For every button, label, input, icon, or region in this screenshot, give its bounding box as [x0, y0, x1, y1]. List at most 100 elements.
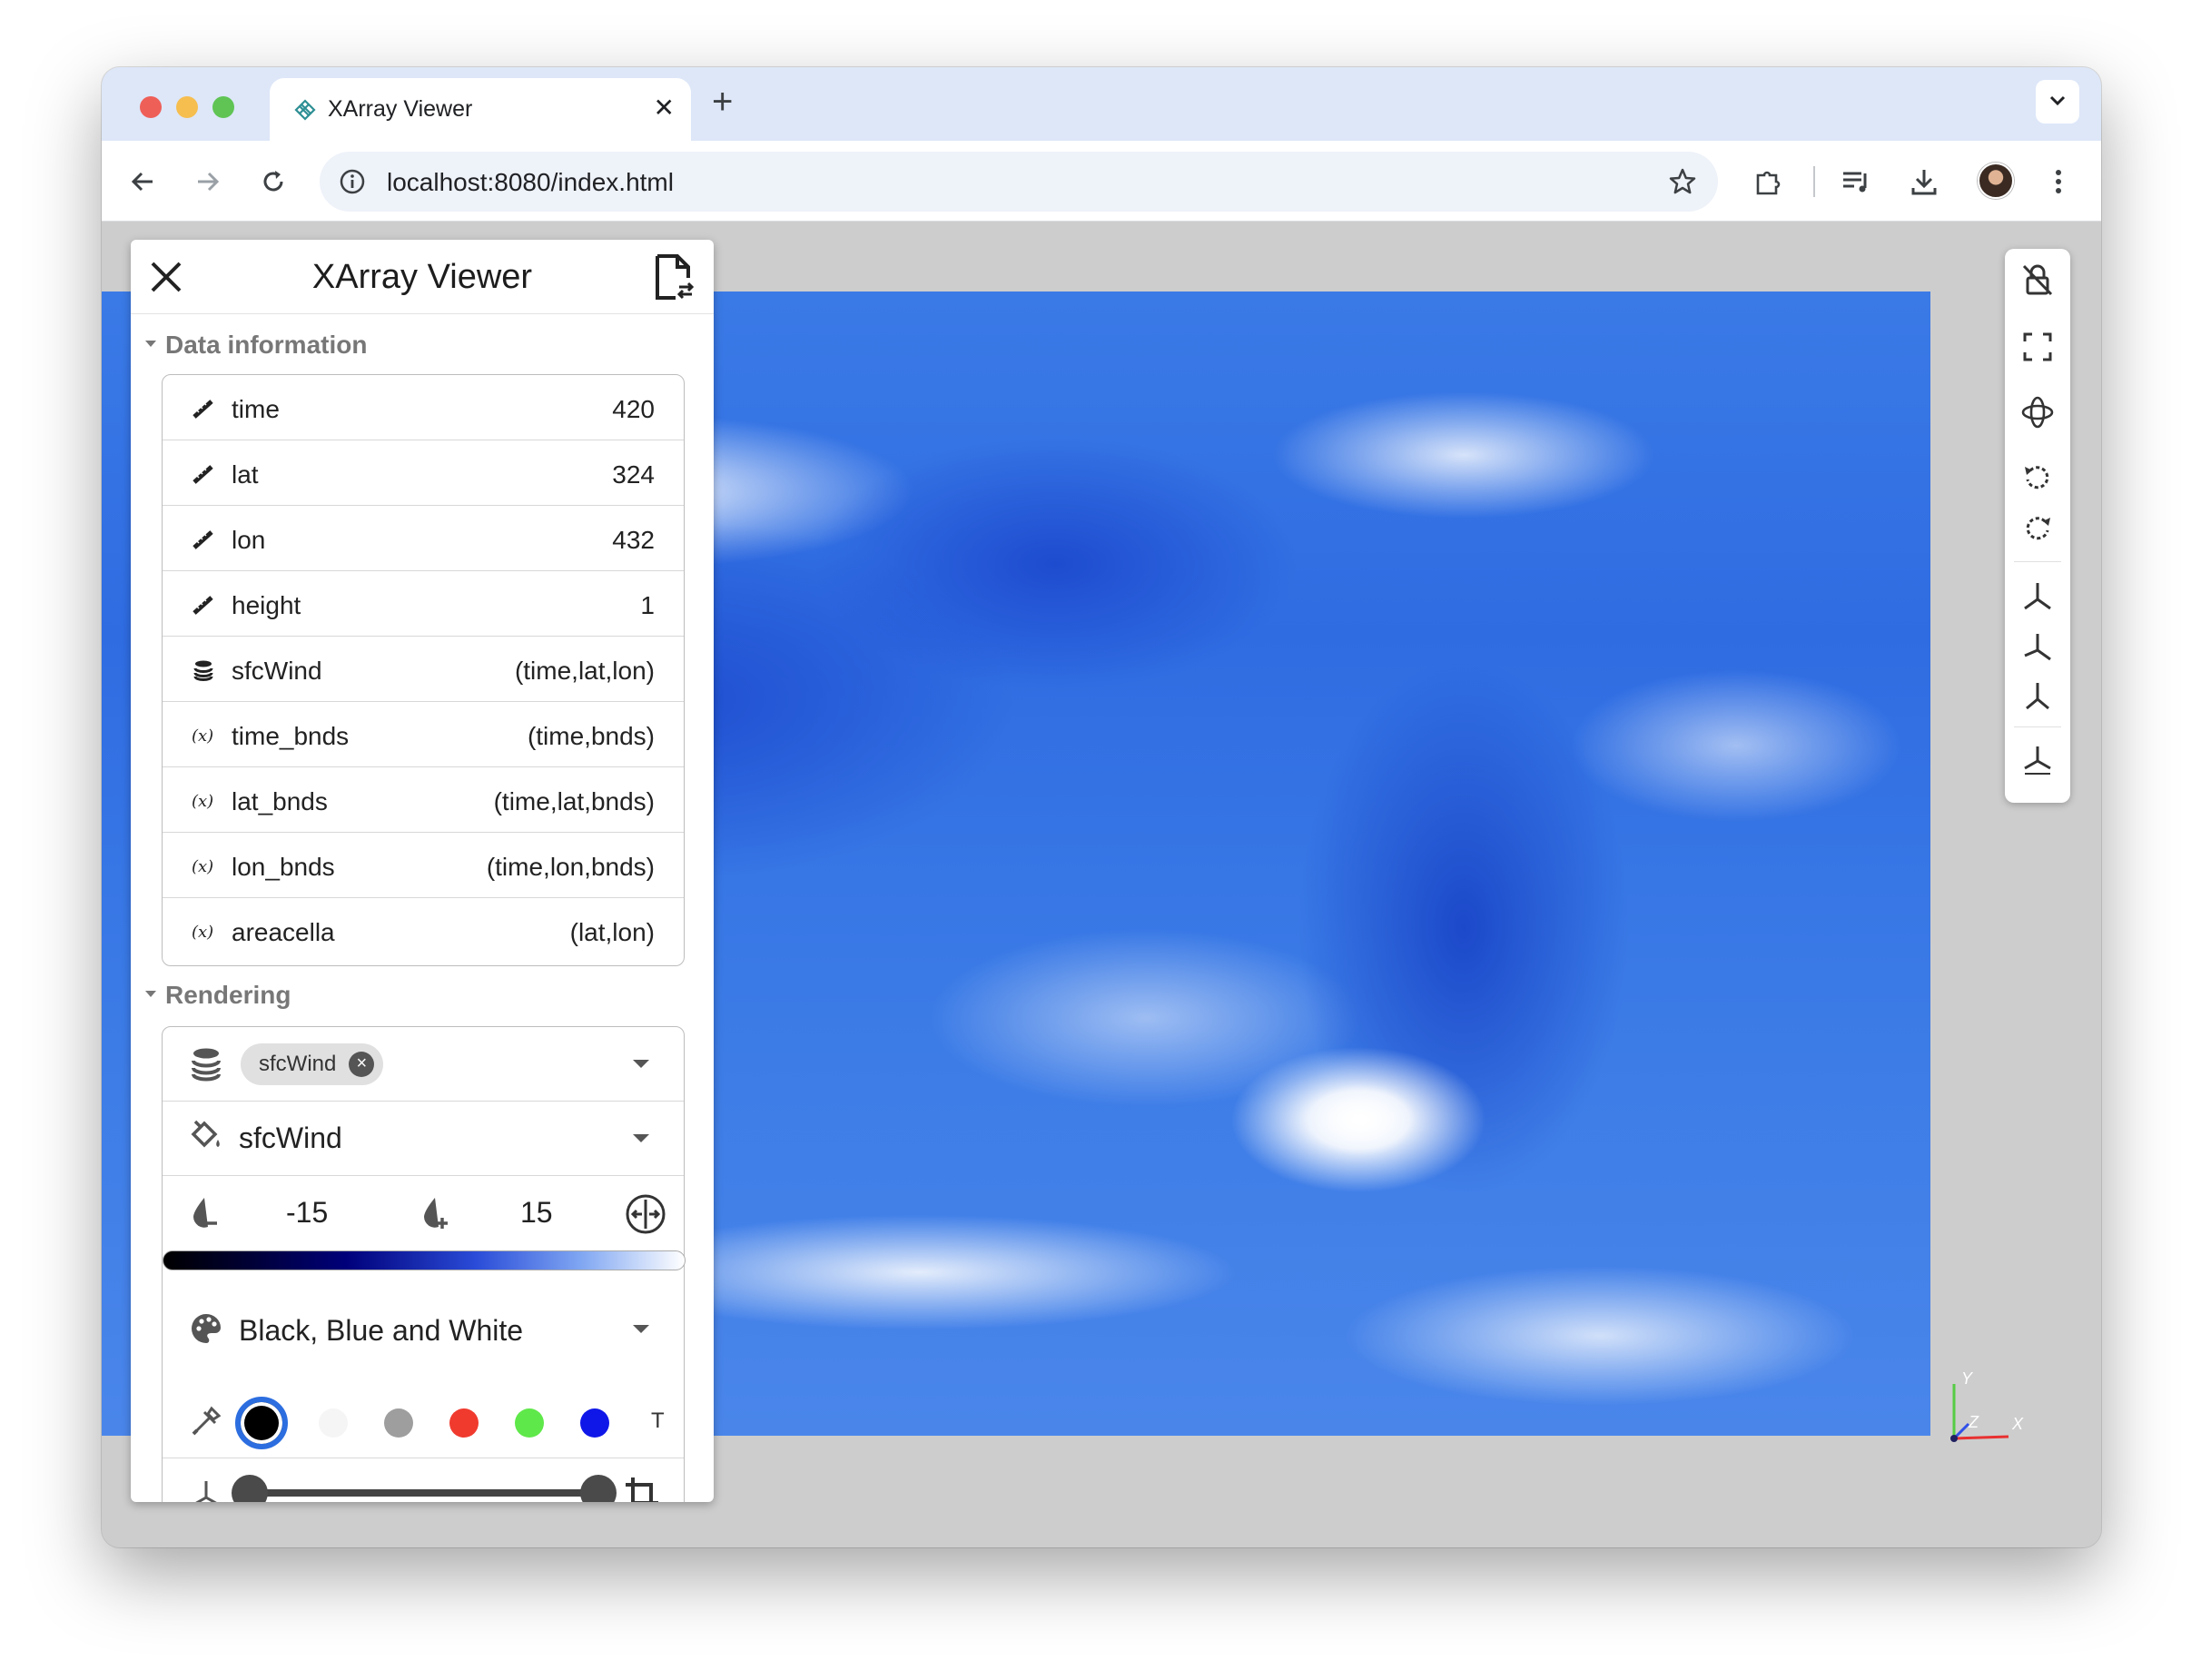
- row-value: 432: [612, 526, 655, 554]
- row-name: time_bnds: [232, 722, 350, 750]
- fullscreen-icon[interactable]: [2019, 329, 2056, 365]
- chevron-down-icon: [2049, 95, 2066, 106]
- file-swap-icon[interactable]: [652, 252, 696, 301]
- row-value: 1: [640, 591, 655, 619]
- rendering-label: Rendering: [165, 981, 291, 1009]
- slice-min-handle[interactable]: [232, 1475, 268, 1502]
- crop-icon[interactable]: [624, 1476, 660, 1502]
- ruler-icon: [192, 465, 213, 484]
- drop-minus-icon[interactable]: [188, 1194, 224, 1230]
- rotate-left-icon[interactable]: [2019, 460, 2056, 496]
- swatch-white[interactable]: [319, 1408, 348, 1438]
- colormap-preview-bar: [163, 1250, 686, 1270]
- range-max-value[interactable]: 15: [520, 1196, 553, 1229]
- dropdown-arrow-icon[interactable]: [633, 1325, 649, 1333]
- transparent-swatch-label[interactable]: T: [651, 1408, 665, 1433]
- data-info-list: time 420 lat 324 lon 432 height 1: [162, 374, 685, 966]
- panel-header: XArray Viewer: [131, 240, 714, 314]
- reload-icon[interactable]: [258, 166, 289, 197]
- color-range-row: -15 15: [163, 1176, 684, 1250]
- media-queue-icon[interactable]: [1838, 164, 1872, 199]
- ruler-icon: [192, 530, 213, 549]
- list-item: (x) areacella (lat,lon): [163, 898, 684, 964]
- row-value: (time,lat,bnds): [493, 787, 655, 815]
- slice-max-handle[interactable]: [580, 1475, 617, 1502]
- xarray-control-panel: XArray Viewer Data information time 420 …: [131, 240, 714, 1502]
- rotate-right-icon[interactable]: [2019, 510, 2056, 547]
- axis-y-label: Y: [1961, 1369, 1974, 1388]
- row-name: lon_bnds: [232, 853, 335, 881]
- bookmark-star-icon[interactable]: [1667, 166, 1698, 197]
- browser-toolbar: localhost:8080/index.html: [102, 141, 2101, 222]
- address-bar[interactable]: localhost:8080/index.html: [320, 152, 1718, 212]
- tab-strip: XArray Viewer ✕ +: [102, 67, 2101, 141]
- svg-text:(x): (x): [192, 726, 213, 746]
- view-x-axis-icon[interactable]: [2019, 578, 2056, 614]
- rendering-section-title[interactable]: Rendering: [145, 981, 291, 1010]
- url-text[interactable]: localhost:8080/index.html: [387, 168, 674, 196]
- site-info-icon[interactable]: [338, 167, 367, 196]
- dropdown-arrow-icon[interactable]: [633, 1134, 649, 1142]
- variable-icon: (x): [192, 792, 213, 811]
- view-reset-axes-icon[interactable]: [2019, 741, 2056, 777]
- swatch-gray[interactable]: [384, 1408, 413, 1438]
- swatch-red[interactable]: [449, 1408, 479, 1438]
- rotate-3d-icon[interactable]: [2019, 394, 2056, 430]
- row-value: 420: [612, 395, 655, 423]
- row-name: lat_bnds: [232, 787, 328, 815]
- drop-plus-icon[interactable]: [419, 1194, 455, 1230]
- reset-range-icon[interactable]: [624, 1192, 667, 1236]
- new-tab-button[interactable]: +: [712, 82, 734, 122]
- palette-icon: [192, 1314, 221, 1343]
- slice-range-track[interactable]: [250, 1489, 598, 1497]
- back-arrow-icon[interactable]: [127, 166, 158, 197]
- row-value: (lat,lon): [569, 918, 655, 946]
- view-z-axis-icon[interactable]: [2019, 677, 2056, 714]
- view-y-axis-icon[interactable]: [2019, 628, 2056, 665]
- tab-close-button[interactable]: ✕: [653, 94, 675, 122]
- swatch-green[interactable]: [515, 1408, 544, 1438]
- row-name: time: [232, 395, 280, 423]
- ruler-icon: [192, 596, 213, 615]
- view-toolbar: [2005, 249, 2070, 803]
- range-min-value[interactable]: -15: [286, 1196, 329, 1229]
- row-name: areacella: [232, 918, 335, 946]
- axis-x-label: X: [2011, 1415, 2024, 1433]
- row-name: sfcWind: [232, 657, 322, 685]
- eyedropper-icon[interactable]: [188, 1403, 224, 1439]
- paint-bucket-icon: [191, 1120, 220, 1148]
- download-icon[interactable]: [1907, 164, 1941, 199]
- variable-icon: (x): [192, 923, 213, 942]
- color-by-select[interactable]: sfcWind: [163, 1102, 684, 1176]
- row-name: height: [232, 591, 301, 619]
- xarray-favicon-icon: [294, 99, 316, 121]
- tab-xarray-viewer[interactable]: XArray Viewer ✕: [270, 78, 691, 141]
- lock-off-icon[interactable]: [2019, 262, 2056, 298]
- row-value: 324: [612, 460, 655, 489]
- rendering-controls: sfcWind × sfcWind -15 15: [162, 1026, 686, 1502]
- extensions-puzzle-icon[interactable]: [1751, 164, 1785, 199]
- zoom-window-button[interactable]: [212, 96, 234, 118]
- minimize-window-button[interactable]: [176, 96, 198, 118]
- data-info-section-title[interactable]: Data information: [145, 331, 367, 360]
- array-chip[interactable]: sfcWind ×: [241, 1043, 384, 1085]
- tab-search-button[interactable]: [2036, 80, 2079, 124]
- close-icon[interactable]: [147, 258, 185, 296]
- colormap-select[interactable]: Black, Blue and White: [163, 1283, 684, 1374]
- more-menu-icon[interactable]: [2041, 164, 2076, 199]
- swatch-black[interactable]: [235, 1397, 288, 1449]
- chip-remove-icon[interactable]: ×: [349, 1052, 375, 1077]
- swatch-blue[interactable]: [580, 1408, 609, 1438]
- axis-slice-icon: [195, 1481, 217, 1502]
- list-item: time 420: [163, 375, 684, 440]
- list-item: (x) lon_bnds (time,lon,bnds): [163, 833, 684, 898]
- close-window-button[interactable]: [140, 96, 162, 118]
- svg-text:(x): (x): [192, 923, 213, 942]
- profile-avatar[interactable]: [1978, 163, 2014, 199]
- array-select[interactable]: sfcWind ×: [163, 1027, 684, 1102]
- panel-title: XArray Viewer: [311, 258, 533, 296]
- render-viewport[interactable]: Y X Z XArray Viewer Data informa: [102, 222, 2101, 1547]
- tab-title: XArray Viewer: [328, 96, 473, 122]
- dropdown-arrow-icon[interactable]: [633, 1060, 649, 1068]
- forward-arrow-icon[interactable]: [192, 166, 223, 197]
